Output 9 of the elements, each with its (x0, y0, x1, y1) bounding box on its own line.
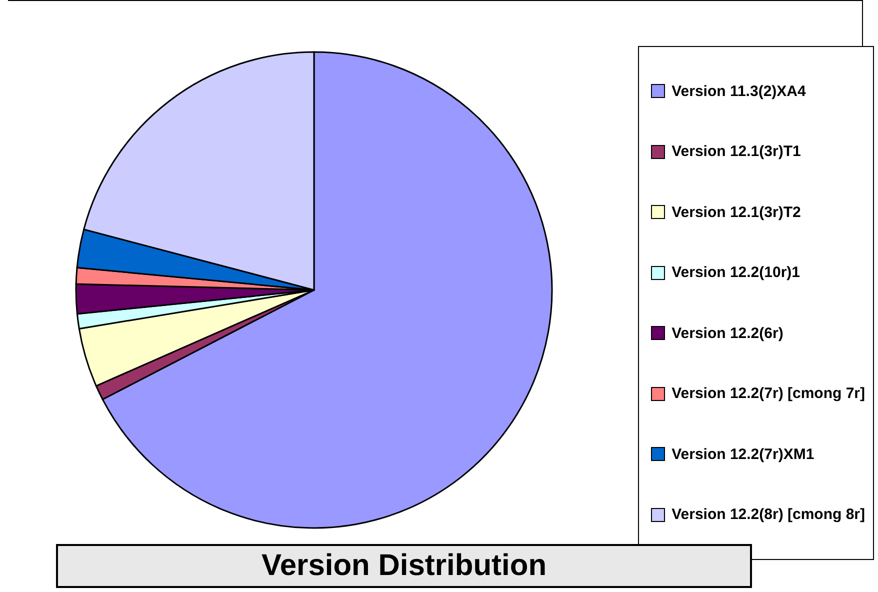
legend-label: Version 12.2(10r)1 (672, 264, 800, 282)
legend-label: Version 12.2(7r)XM1 (672, 446, 814, 463)
legend-label: Version 12.1(3r)T2 (672, 204, 801, 221)
text: Version Distribution (56, 544, 752, 588)
legend-label: Version 11.3(2)XA4 (672, 82, 806, 100)
legend-label: Version 12.2(8r) [cmong 8r] (672, 506, 865, 524)
legend-label: Version 12.2(7r) [cmong 7r] (672, 385, 865, 402)
legend-label: Version 12.1(3r)T1 (672, 143, 801, 160)
legend-label: Version 12.2(6r) (672, 324, 784, 342)
